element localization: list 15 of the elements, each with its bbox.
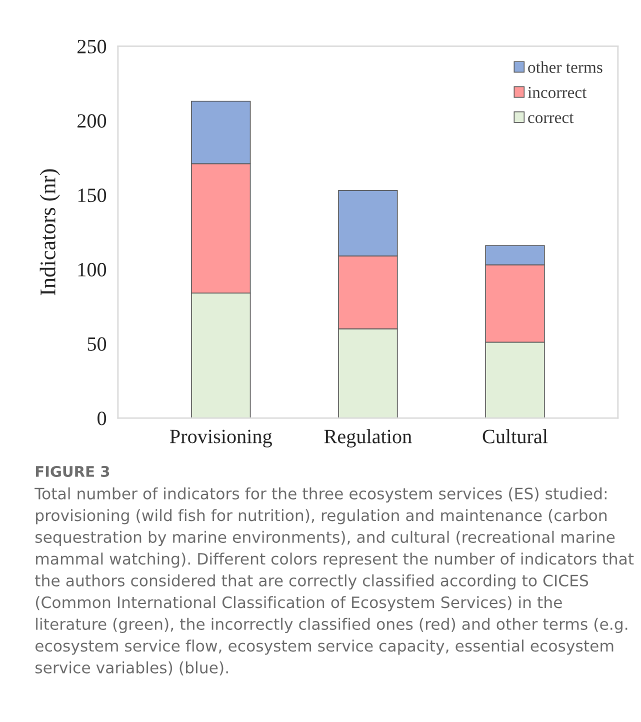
y-tick-label: 0 [98, 412, 106, 426]
x-tick-label: Cultural [482, 429, 548, 444]
x-tick-label: Regulation [324, 429, 412, 448]
y-tick-label: 200 [78, 114, 106, 128]
legend-label: other terms [528, 61, 602, 73]
x-tick-label: Provisioning [170, 430, 272, 448]
y-tick-label: 150 [78, 188, 106, 202]
legend-label: incorrect [528, 86, 587, 98]
text: Total number of indicators for the three ecosystem services (ES) studied: provisioning (wild fish for nutrition), regulation and maintenance (carbon sequestration by marine environments), and cultural (recreational marine mammal watching). Different colors represent the number of indicators that the authors considered that are correctly classified according to CICES (Common International Classification of Ecosystem Services) in the literature (green), the incorrectly classified ones (red) and other terms (e.g. ecosystem service flow, ecosystem service capacity, essential ecosystem service variables) (blue). [34, 487, 634, 676]
y-tick-label: 50 [88, 337, 106, 351]
y-tick-label: 250 [78, 40, 106, 54]
legend-label: correct [528, 114, 574, 124]
y-axis-title: Indicators (nr) [40, 169, 60, 296]
caption: FIGURE 3 [36, 466, 110, 477]
y-tick-label: 100 [78, 262, 106, 276]
